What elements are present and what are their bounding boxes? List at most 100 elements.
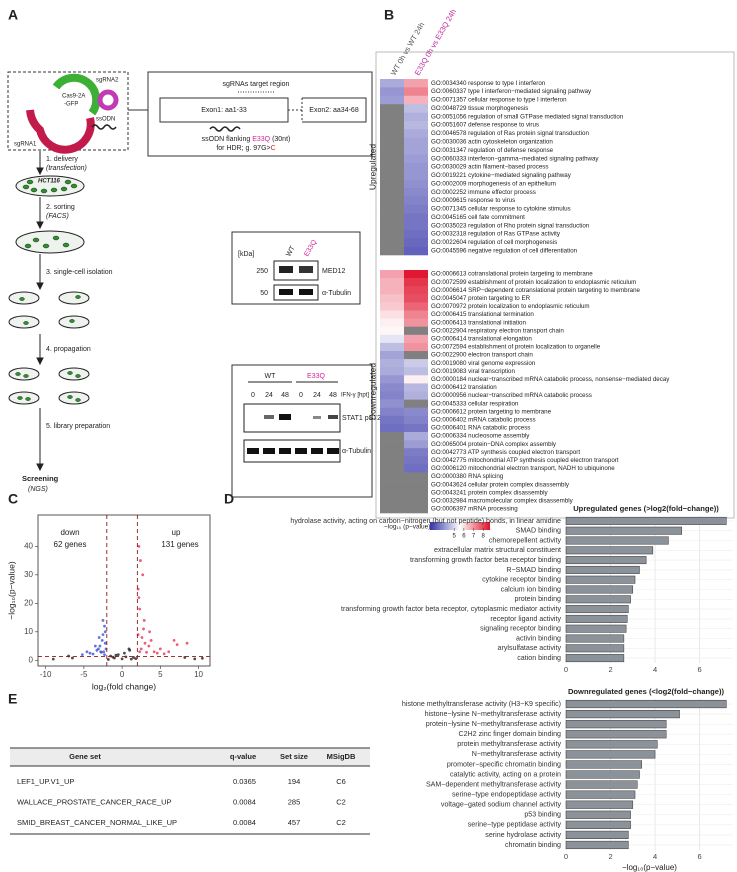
point [71,656,74,660]
cell [60,186,68,192]
category-label: receptor ligand activity [490,615,561,623]
heatmap-cell [404,162,428,172]
row-label: GO:0042773 ATP synthesis coupled electro… [431,449,580,456]
bar [565,595,631,604]
category-label: serine−type endopeptidase activity [452,791,561,799]
exon1 [159,97,289,123]
row-label: GO:0032984 macromolecular complex disass… [431,497,574,504]
cell [24,243,32,249]
arrow-head [36,221,44,230]
na-cell [380,480,404,489]
point [80,653,84,657]
heatmap-cell [404,383,428,392]
row-label: GO:0022900 electron transport chain [431,352,533,359]
row-label: GO:0006415 translational termination [431,311,534,318]
cell [22,184,30,190]
bar [565,644,625,653]
x-tick-label: 2 [608,852,612,861]
heatmap-cell [404,179,428,189]
text: ssODN flanking [202,136,253,143]
arrow-head [36,167,44,176]
band [313,416,321,419]
bar [565,654,625,663]
point [103,653,106,657]
point [101,633,105,637]
row-label: GO:0006334 nucleosome assembly [431,433,530,440]
table-cell: 457 [288,818,301,827]
bar [565,605,629,614]
point [91,652,95,656]
point [147,644,151,648]
cell [67,371,73,375]
heatmap-cell [380,278,404,287]
dish [8,391,40,405]
cell [19,297,25,301]
annotation: 62 genes [54,540,87,549]
step-detail: (transfection) [46,165,87,172]
na-cell [380,137,404,147]
category-label: activin binding [516,634,561,642]
x-tick-label: 0 [120,670,125,679]
cas9-plasmid [52,73,101,116]
panel-label: C [8,491,18,507]
point [111,655,115,659]
heatmap-cell [404,456,428,465]
cell [40,188,48,194]
row-label: GO:0006397 mRNA processing [431,506,518,513]
bar [565,634,625,643]
category-label: calcium ion binding [501,585,561,593]
band [279,414,291,420]
heatmap-cell [404,171,428,180]
bar [565,740,658,749]
heatmap-cell [404,221,428,231]
band [279,448,291,454]
band [279,289,293,295]
dish [58,391,90,405]
row-label: GO:0043624 cellular protein complex disa… [431,481,570,488]
marker: 250 [256,268,268,275]
point [127,647,131,651]
table-cell: 0.0365 [233,777,256,786]
cell [75,374,81,378]
na-cell [380,171,404,180]
row-label: GO:0006413 translational initiation [431,319,526,326]
point [139,647,143,651]
point [116,653,120,657]
na-cell [380,504,404,514]
band [295,448,307,454]
bar [565,800,634,809]
na-cell [380,120,404,130]
dish: HCT116 [8,175,90,405]
point [134,657,138,660]
row-label: GO:0034340 response to type I interferon [431,80,546,87]
heatmap-cell [404,342,428,352]
bar [565,810,631,819]
row-label: GO:0030036 actin cytoskeleton organizati… [431,138,553,145]
x-tick-label: 5 [158,670,163,679]
heatmap-cell [404,120,428,130]
bar [565,770,640,779]
plasmid-box [7,71,129,151]
na-cell [404,488,428,498]
cell-line: HCT116 [38,179,61,185]
category-label: chromatin binding [505,841,561,849]
plasmid-label: ssODN [96,117,115,123]
timepoint: 24 [313,392,321,399]
bar [565,830,629,839]
band [311,448,323,454]
y-tick-label: 30 [24,570,33,579]
na-cell [380,496,404,506]
heatmap-cell [404,278,428,287]
timepoint: 24 [265,392,273,399]
heatmap-cell [404,448,428,457]
plasmid-label: -GFP [64,102,78,108]
point [139,559,142,562]
cell [42,243,50,249]
na-cell [404,399,428,408]
row-label: GO:0071345 cellular response to cytokine… [431,206,571,213]
point [158,647,162,651]
row-label: GO:0006402 mRNA catabolic process [431,416,536,423]
heatmap-cell [404,286,428,295]
point [137,544,141,548]
heatmap-cell [404,415,428,425]
